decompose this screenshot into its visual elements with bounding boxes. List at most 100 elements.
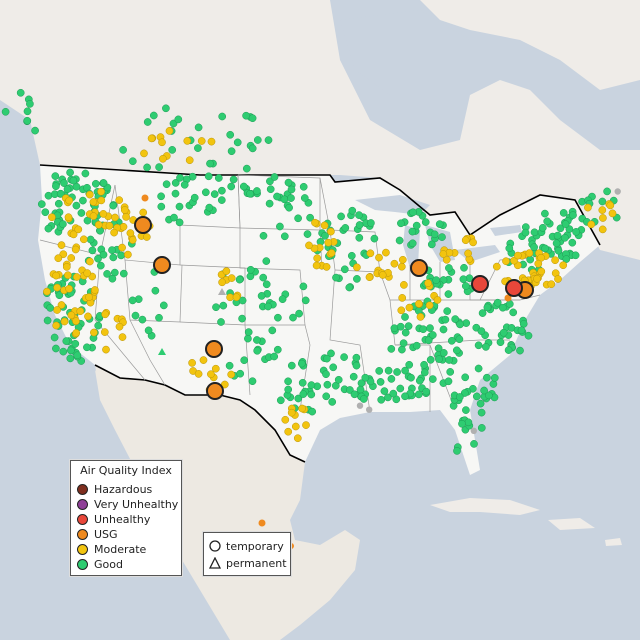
unhealthy-swatch	[77, 513, 88, 525]
good-station	[262, 257, 271, 265]
good-station	[462, 319, 471, 327]
puerto-rico-land	[605, 538, 622, 546]
good-station	[16, 88, 25, 97]
good-station	[474, 364, 483, 373]
good-station	[472, 392, 481, 401]
good-station	[264, 302, 272, 311]
moderate-station	[211, 364, 220, 373]
good-station	[128, 296, 137, 305]
good-station	[190, 193, 199, 202]
hazardous-swatch	[77, 483, 88, 495]
good-station	[404, 322, 413, 330]
good-station	[44, 224, 53, 233]
moderate-station	[554, 275, 562, 283]
good-station	[496, 338, 505, 347]
good-station	[69, 176, 78, 185]
moderate-station	[197, 137, 206, 145]
good-station	[476, 399, 485, 408]
great-lakes	[355, 195, 522, 268]
usg-large-stations	[134, 216, 534, 400]
good-station	[44, 191, 53, 200]
good-station	[323, 354, 331, 363]
moderate-station	[232, 293, 241, 302]
moderate-station	[375, 253, 383, 262]
good-station	[240, 356, 249, 365]
moderate-station	[94, 220, 103, 229]
good-station	[321, 231, 329, 240]
good-station	[218, 186, 226, 195]
good-station	[426, 324, 434, 332]
good-station	[474, 341, 483, 350]
moderate-station	[110, 228, 118, 237]
good-station	[401, 313, 409, 321]
no-data-stations	[356, 188, 621, 434]
moderate-station	[327, 227, 335, 236]
good-station	[60, 179, 68, 187]
moderate-station	[226, 293, 234, 302]
good-station	[274, 313, 282, 322]
good-station	[478, 309, 487, 317]
moderate-station	[587, 220, 596, 229]
good-station	[285, 203, 293, 212]
good-station	[23, 107, 32, 116]
moderate-station	[320, 221, 329, 230]
good-station	[26, 100, 34, 108]
good-station	[162, 180, 171, 189]
good-station	[571, 251, 580, 260]
legend-item-hazardous: Hazardous	[77, 482, 152, 496]
moderate-station	[83, 269, 92, 277]
moderate-station	[71, 245, 80, 254]
good-station	[328, 398, 337, 406]
good-station	[298, 378, 307, 387]
moderate-station	[69, 230, 78, 239]
good-station	[131, 311, 140, 320]
good-station	[66, 354, 75, 363]
unhealthy-large-stations	[471, 275, 523, 297]
moderate-station	[158, 138, 166, 147]
moderate-station	[122, 213, 130, 221]
moderate-station	[165, 127, 174, 135]
good-station	[253, 346, 262, 355]
good-station	[349, 372, 358, 381]
good-station	[482, 343, 490, 351]
moderate-station	[79, 235, 88, 244]
good-station	[443, 307, 452, 315]
good-station	[83, 216, 92, 225]
good-station	[322, 370, 330, 379]
good-station	[94, 254, 102, 263]
good-station	[355, 211, 363, 219]
good-station	[568, 238, 577, 247]
good-station	[214, 174, 223, 182]
moderate-station	[188, 359, 196, 367]
baja-land	[95, 370, 150, 480]
good-station	[299, 182, 308, 191]
good-station	[307, 390, 316, 399]
good-station	[483, 373, 491, 382]
good-station	[427, 240, 436, 249]
moderate-station	[59, 250, 68, 259]
good-station	[455, 393, 464, 401]
good-station	[227, 147, 236, 156]
circle-icon	[209, 540, 221, 552]
good-station	[273, 345, 282, 354]
good-station	[119, 146, 127, 154]
good-station	[455, 335, 464, 344]
good-station	[55, 291, 64, 300]
good-station	[421, 218, 430, 226]
good-station	[265, 199, 274, 208]
good-station	[464, 418, 473, 427]
moderate-station	[72, 273, 81, 281]
good-station	[401, 392, 409, 401]
moderate-station	[90, 328, 98, 337]
good-station	[424, 336, 433, 345]
good-station	[99, 250, 108, 259]
good-station	[337, 212, 345, 221]
good-station	[396, 322, 405, 331]
good-station	[212, 303, 220, 312]
moderate-station	[57, 301, 66, 309]
good-station	[248, 114, 257, 123]
moderate-station	[327, 249, 336, 257]
usg-swatch	[77, 528, 88, 540]
good-station	[295, 309, 303, 318]
good-station	[435, 220, 444, 228]
